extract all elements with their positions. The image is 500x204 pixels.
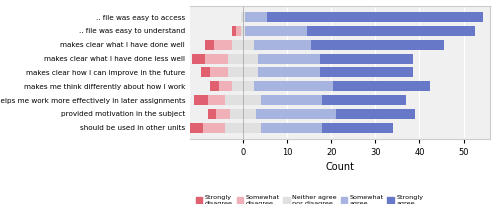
Bar xyxy=(243,68,258,77)
Bar xyxy=(216,109,230,119)
Bar xyxy=(245,26,307,36)
Bar xyxy=(243,26,245,36)
Bar xyxy=(322,123,393,133)
Bar xyxy=(258,54,320,64)
Bar xyxy=(232,81,243,91)
Bar xyxy=(258,68,320,77)
Bar xyxy=(226,123,243,133)
Bar xyxy=(256,109,336,119)
Bar xyxy=(228,68,243,77)
Bar xyxy=(240,12,243,22)
Bar xyxy=(226,95,243,105)
Bar xyxy=(192,54,205,64)
Bar xyxy=(243,123,260,133)
Bar xyxy=(214,40,232,50)
Bar xyxy=(254,40,312,50)
Bar xyxy=(206,40,214,50)
Bar xyxy=(210,68,228,77)
Bar xyxy=(243,81,254,91)
Bar xyxy=(243,54,258,64)
Bar xyxy=(230,109,243,119)
Bar xyxy=(232,40,243,50)
Bar xyxy=(232,26,236,36)
Bar xyxy=(336,109,415,119)
Bar xyxy=(243,109,256,119)
Bar xyxy=(194,95,207,105)
Bar xyxy=(322,95,406,105)
Bar xyxy=(201,68,210,77)
Bar xyxy=(210,81,218,91)
X-axis label: Count: Count xyxy=(326,162,354,172)
Bar xyxy=(190,123,203,133)
Bar xyxy=(254,81,334,91)
Bar xyxy=(240,26,243,36)
Bar xyxy=(312,40,444,50)
Bar xyxy=(243,12,245,22)
Legend: Strongly
disagree, Somewhat
disagree, Neither agree
nor disagree, Somewhat
agree: Strongly disagree, Somewhat disagree, Ne… xyxy=(193,192,426,204)
Bar xyxy=(243,95,260,105)
Bar xyxy=(243,40,254,50)
Bar xyxy=(208,109,216,119)
Bar xyxy=(320,68,413,77)
Bar xyxy=(260,95,322,105)
Bar xyxy=(228,54,243,64)
Bar xyxy=(206,54,228,64)
Bar xyxy=(267,12,484,22)
Bar xyxy=(203,123,226,133)
Bar xyxy=(218,81,232,91)
Bar xyxy=(236,26,240,36)
Bar xyxy=(334,81,430,91)
Bar xyxy=(208,95,226,105)
Bar xyxy=(320,54,413,64)
Bar xyxy=(307,26,474,36)
Bar xyxy=(245,12,267,22)
Bar xyxy=(260,123,322,133)
